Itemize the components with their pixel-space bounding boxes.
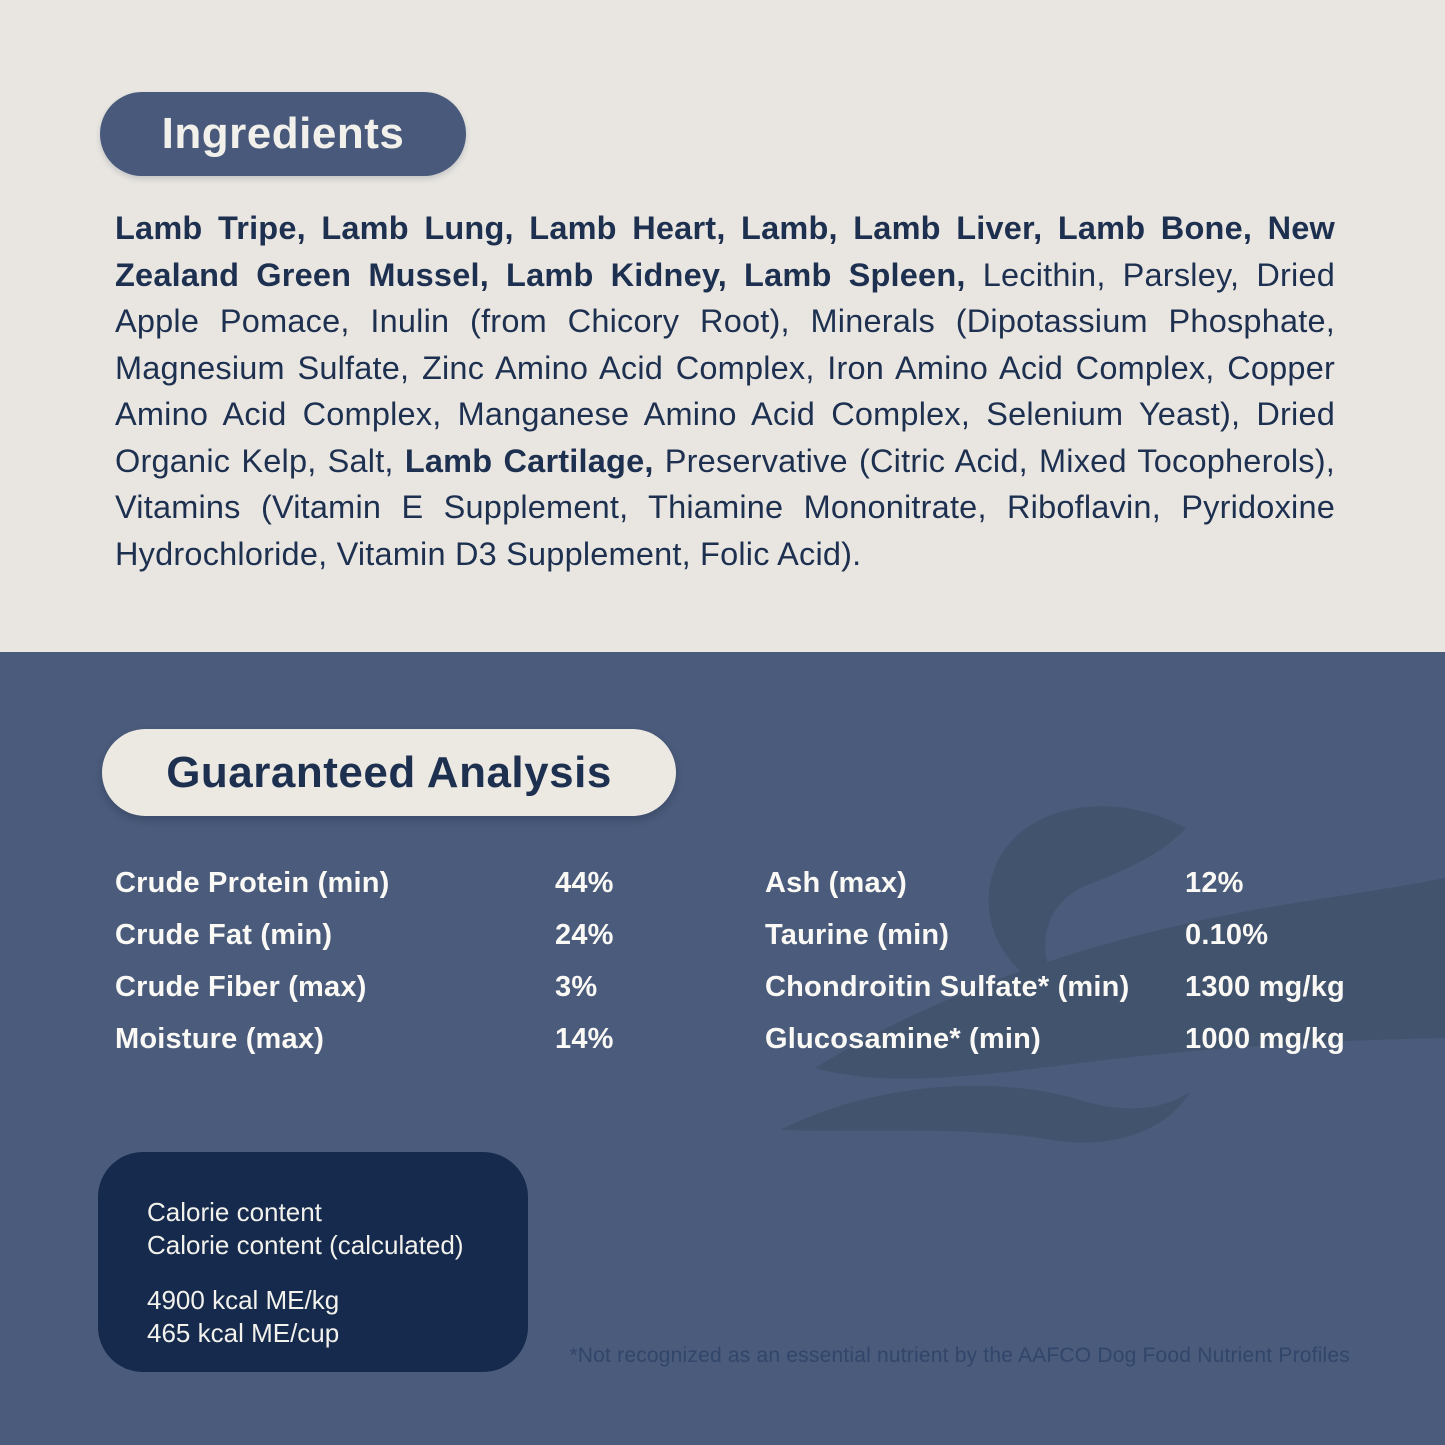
analysis-table-right: Ash (max) 12% Taurine (min) 0.10% Chondr… [765, 857, 1445, 1065]
guaranteed-analysis-heading-pill: Guaranteed Analysis [102, 729, 676, 816]
calorie-value-line: 465 kcal ME/cup [147, 1318, 340, 1348]
analysis-value: 1000 mg/kg [1185, 1022, 1345, 1055]
analysis-label: Crude Protein (min) [115, 866, 390, 899]
ingredients-additives-2: Preservative (Citric Acid, Mixed Tocophe… [115, 442, 1335, 572]
calorie-heading-line: Calorie content (calculated) [147, 1230, 464, 1260]
calorie-value-line: 4900 kcal ME/kg [147, 1285, 340, 1315]
analysis-value: 1300 mg/kg [1185, 970, 1345, 1003]
ingredients-section: Ingredients Lamb Tripe, Lamb Lung, Lamb … [0, 0, 1445, 652]
ingredients-lamb-cartilage: Lamb Cartilage, [404, 442, 654, 479]
analysis-value: 3% [555, 970, 598, 1003]
analysis-table-left: Crude Protein (min) 44% Crude Fat (min) … [115, 857, 755, 1065]
guaranteed-analysis-title: Guaranteed Analysis [166, 747, 612, 797]
analysis-label: Glucosamine* (min) [765, 1022, 1041, 1055]
analysis-value: 44% [555, 866, 614, 899]
analysis-value: 14% [555, 1022, 614, 1055]
analysis-label: Crude Fat (min) [115, 918, 333, 951]
analysis-value: 24% [555, 918, 614, 951]
analysis-value: 12% [1185, 866, 1244, 899]
analysis-value: 0.10% [1185, 918, 1269, 951]
calorie-content-box: Calorie content Calorie content (calcula… [98, 1152, 528, 1372]
wave-swish-bottom [780, 1085, 1190, 1143]
guaranteed-analysis-section: Guaranteed Analysis Crude Protein (min) … [0, 652, 1445, 1445]
aafco-footnote: *Not recognized as an essential nutrient… [569, 1344, 1350, 1367]
analysis-label: Chondroitin Sulfate* (min) [765, 970, 1130, 1003]
analysis-label: Crude Fiber (max) [115, 970, 367, 1003]
ingredients-paragraph: Lamb Tripe, Lamb Lung, Lamb Heart, Lamb,… [115, 205, 1335, 577]
ingredients-title: Ingredients [161, 109, 405, 158]
analysis-label: Ash (max) [765, 866, 907, 899]
calorie-headings: Calorie content Calorie content (calcula… [147, 1196, 518, 1262]
calorie-heading-line: Calorie content [147, 1197, 322, 1227]
analysis-label: Moisture (max) [115, 1022, 325, 1055]
ingredients-heading-pill: Ingredients [100, 92, 466, 176]
ingredients-meat-list: Lamb Tripe, Lamb Lung, Lamb Heart, Lamb,… [115, 210, 1335, 293]
calorie-values: 4900 kcal ME/kg 465 kcal ME/cup [147, 1284, 518, 1350]
ingredients-additives-1: Lecithin, Parsley, Dried Apple Pomace, I… [115, 256, 1335, 479]
analysis-label: Taurine (min) [765, 918, 950, 951]
